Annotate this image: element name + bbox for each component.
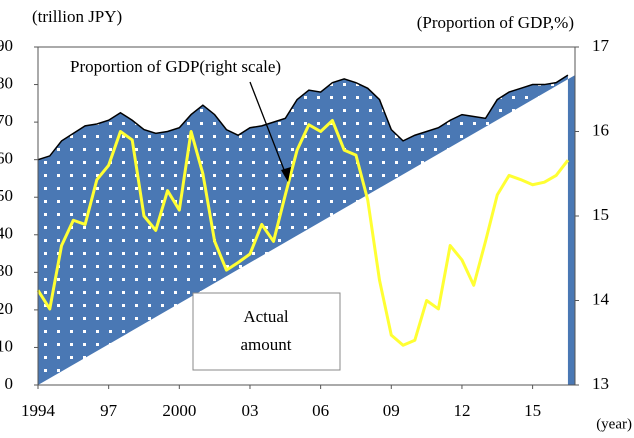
line bbox=[36, 119, 570, 347]
y-tick-label: 80 bbox=[0, 73, 13, 92]
y-tick-label: 10 bbox=[0, 336, 13, 355]
y-tick-label: 20 bbox=[0, 299, 13, 318]
annotation-arrow bbox=[249, 81, 289, 181]
y-axis-label: (trillion JPY) bbox=[32, 7, 122, 26]
plot: 0 10 20 30 40 50 60 70 80 90 13 14 15 16 17 1994 97 2000 0… bbox=[0, 36, 610, 420]
y-tick-label: 40 bbox=[0, 224, 13, 243]
y2-axis-label: (Proportion of GDP,%) bbox=[417, 13, 574, 32]
x-axis-label: (year) bbox=[596, 416, 632, 432]
y-tick-label: 30 bbox=[0, 261, 13, 280]
x-tick-label: 06 bbox=[312, 401, 329, 420]
y2-tick-label: 13 bbox=[592, 374, 609, 393]
y-tick-label: 60 bbox=[0, 149, 13, 168]
box-label: amount bbox=[241, 335, 292, 354]
area-top-line bbox=[37, 74, 569, 161]
x-tick-label: 1994 bbox=[21, 401, 56, 420]
x-tick-label: 15 bbox=[524, 401, 541, 420]
box-label: Actual bbox=[243, 307, 289, 326]
arrow-head bbox=[281, 167, 291, 182]
x-tick-label: 2000 bbox=[162, 401, 196, 420]
y2-tick-label: 14 bbox=[592, 289, 610, 308]
x-tick-label: 03 bbox=[241, 401, 258, 420]
label-box bbox=[192, 292, 341, 371]
y2-tick-label: 16 bbox=[592, 120, 609, 139]
overlay: Proportion of GDP(right scale) Actual am… bbox=[70, 57, 341, 371]
area bbox=[38, 75, 575, 386]
x-tick-label: 09 bbox=[383, 401, 400, 420]
x-tick-label: 12 bbox=[453, 401, 470, 420]
y-tick-label: 0 bbox=[5, 374, 14, 393]
y-tick-label: 90 bbox=[0, 36, 13, 55]
x-tick-label: 97 bbox=[100, 401, 118, 420]
y2-tick-label: 15 bbox=[592, 205, 609, 224]
y-tick-label: 50 bbox=[0, 186, 13, 205]
y-tick-label: 70 bbox=[0, 111, 13, 130]
y2-tick-label: 17 bbox=[592, 36, 610, 55]
annotation: Proportion of GDP(right scale) bbox=[70, 57, 281, 76]
